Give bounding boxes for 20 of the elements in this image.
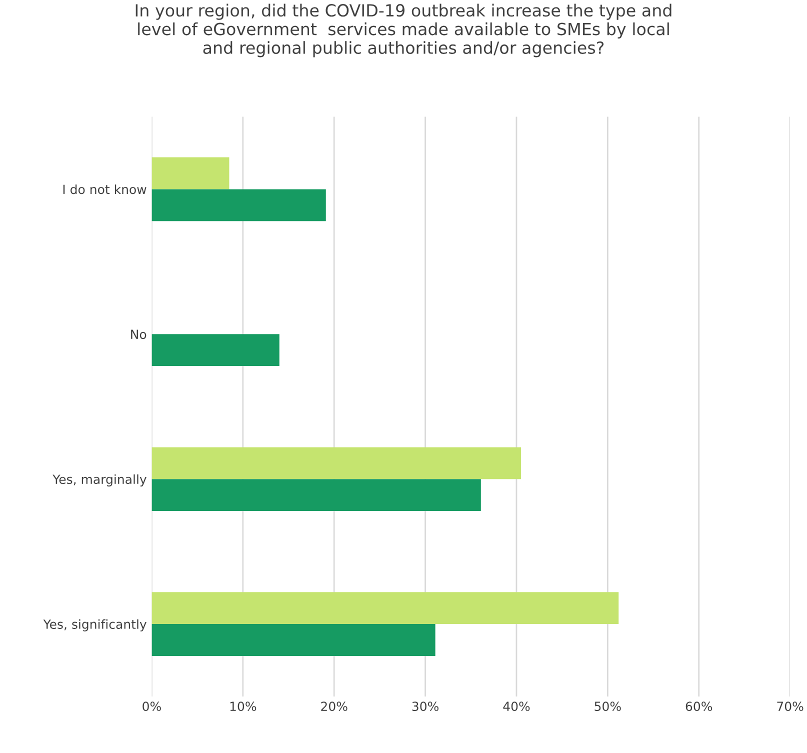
y-tick-label: Yes, significantly (43, 619, 146, 632)
bar (152, 592, 619, 624)
y-tick-label: No (131, 330, 146, 340)
x-tick-label: 30% (412, 702, 438, 712)
bar (152, 479, 481, 511)
x-tick-label: 70% (777, 702, 804, 712)
bar (152, 157, 230, 190)
y-tick-label: Yes, marginally (52, 474, 146, 486)
x-tick-label: 20% (321, 702, 348, 712)
x-tick-label: 10% (230, 702, 256, 712)
bar (152, 447, 522, 480)
y-tick-label: I do not know (63, 184, 146, 194)
x-tick-label: 50% (594, 702, 621, 712)
x-tick-label: 40% (503, 702, 530, 712)
x-tick-label: 60% (686, 702, 712, 712)
x-tick-label: 0% (142, 702, 161, 712)
bar (152, 334, 280, 366)
bar (152, 189, 326, 222)
bar (152, 624, 436, 656)
chart-title: In your region, did the COVID-19 outbreak increase the type and level of eGovernment services made available to SMEs by local and regional public authorities and/or agencies? (136, 4, 672, 58)
